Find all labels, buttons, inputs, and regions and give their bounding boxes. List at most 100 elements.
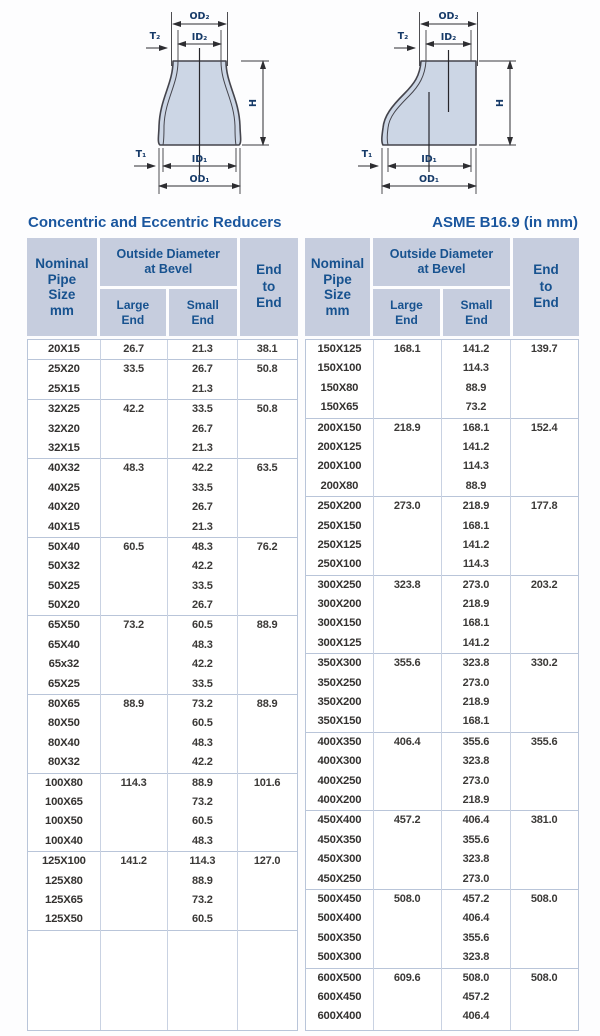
end-to-end-cell: 50.8 bbox=[256, 363, 278, 376]
pipe-size-cell: 65X50 bbox=[48, 619, 80, 632]
large-end-cell bbox=[373, 712, 442, 731]
small-end-cell: 73.2 bbox=[192, 698, 213, 711]
header-small-end: Small End bbox=[168, 289, 237, 336]
large-end-cell: 26.7 bbox=[123, 343, 144, 355]
table-row: 50X32 42.2 bbox=[28, 557, 297, 576]
pipe-size-cell: 20X15 bbox=[48, 343, 80, 355]
column-divider bbox=[372, 340, 374, 1030]
pipe-size-cell: 32X25 bbox=[48, 403, 80, 416]
small-end-cell: 21.3 bbox=[192, 441, 213, 454]
small-end-cell: 218.9 bbox=[462, 793, 490, 806]
header-small-end: Small End bbox=[443, 289, 510, 336]
small-end-cell: 60.5 bbox=[192, 913, 213, 926]
pipe-size-cell: 600X500 bbox=[317, 971, 362, 984]
large-end-cell bbox=[373, 772, 442, 791]
pipe-size-cell: 40X20 bbox=[48, 501, 80, 514]
small-end-cell: 42.2 bbox=[192, 756, 213, 769]
table-row: 400X350 406.4 355.6 355.6 bbox=[306, 733, 578, 752]
small-end-cell: 114.3 bbox=[462, 460, 489, 473]
end-to-end-cell bbox=[510, 752, 578, 771]
table-row: 200X80 88.9 bbox=[306, 477, 578, 496]
large-end-cell bbox=[373, 398, 442, 417]
small-end-cell: 48.3 bbox=[192, 834, 213, 847]
end-to-end-cell bbox=[510, 988, 578, 1007]
large-end-cell bbox=[100, 675, 168, 694]
small-end-cell: 42.2 bbox=[192, 560, 213, 573]
table-row: 80X32 42.2 bbox=[28, 753, 297, 772]
row-group: 125X100 141.2 114.3 127.0 125X80 88.9 125X65 73… bbox=[28, 852, 297, 931]
t1-label: T₁ bbox=[362, 149, 373, 160]
large-end-cell bbox=[100, 557, 168, 576]
large-end-cell bbox=[100, 655, 168, 674]
end-to-end-cell: 355.6 bbox=[530, 735, 558, 748]
table-header: Nominal Pipe Size mm Outside Diameter at… bbox=[305, 238, 579, 336]
pipe-size-cell: 250X200 bbox=[317, 500, 362, 513]
pipe-size-cell: 350X150 bbox=[317, 715, 362, 728]
end-to-end-cell bbox=[237, 793, 297, 812]
small-end-cell: 88.9 bbox=[465, 479, 487, 492]
end-to-end-cell bbox=[510, 712, 578, 731]
pipe-size-cell: 350X300 bbox=[317, 657, 362, 670]
table-row: 200X150 218.9 168.1 152.4 bbox=[306, 419, 578, 438]
large-end-cell bbox=[373, 831, 442, 850]
small-end-cell: 273.0 bbox=[462, 676, 490, 689]
large-end-cell bbox=[100, 872, 168, 891]
small-end-cell: 88.9 bbox=[192, 776, 213, 789]
row-group: 32X25 42.2 33.5 50.8 32X20 26.7 32X15 21.3 bbox=[28, 400, 297, 460]
large-end-cell: 60.5 bbox=[123, 540, 144, 553]
end-to-end-cell bbox=[237, 753, 297, 772]
row-group bbox=[28, 931, 297, 1030]
large-end-cell bbox=[373, 988, 442, 1007]
table-row: 250X125 141.2 bbox=[306, 536, 578, 555]
id2-label: ID₂ bbox=[192, 32, 208, 43]
large-end-cell bbox=[100, 891, 168, 910]
id1-label: ID₁ bbox=[421, 154, 437, 165]
small-end-cell: 21.3 bbox=[192, 343, 213, 355]
pipe-size-cell: 400X250 bbox=[317, 774, 362, 787]
pipe-size-cell: 50X20 bbox=[48, 599, 80, 612]
reducer-diagrams: OD₂ ID₂ T₂ H T₁ ID₁ OD₁ bbox=[0, 0, 600, 206]
table-row: 500X400 406.4 bbox=[306, 909, 578, 928]
table-row: 300X250 323.8 273.0 203.2 bbox=[306, 576, 578, 595]
header-end-to-end: End to End bbox=[239, 238, 298, 336]
table-row: 450X250 273.0 bbox=[306, 870, 578, 889]
large-end-cell bbox=[373, 850, 442, 869]
small-end-cell: 73.2 bbox=[192, 795, 213, 808]
large-end-cell bbox=[373, 555, 442, 574]
end-to-end-cell bbox=[510, 595, 578, 614]
pipe-size-cell: 150X125 bbox=[317, 343, 362, 355]
table-row: 250X100 114.3 bbox=[306, 555, 578, 574]
large-end-cell bbox=[100, 734, 168, 753]
pipe-size-cell: 50X40 bbox=[48, 540, 80, 553]
table-row: 20X15 26.7 21.3 38.1 bbox=[28, 340, 297, 359]
end-to-end-cell bbox=[237, 420, 297, 439]
end-to-end-cell bbox=[237, 498, 297, 517]
row-group: 600X500 609.6 508.0 508.0 600X450 457.2 600X40… bbox=[306, 969, 578, 1031]
table-row: 450X400 457.2 406.4 381.0 bbox=[306, 811, 578, 830]
large-end-cell: 406.4 bbox=[393, 735, 421, 748]
table-row: 150X65 73.2 bbox=[306, 398, 578, 417]
table-row: 50X25 33.5 bbox=[28, 577, 297, 596]
table-body-right: 150X125 168.1 141.2 139.7 150X100 114.3 150X80… bbox=[305, 339, 579, 1031]
table-row: 65X50 73.2 60.5 88.9 bbox=[28, 616, 297, 635]
end-to-end-cell bbox=[237, 872, 297, 891]
end-to-end-cell bbox=[237, 636, 297, 655]
small-end-cell: 355.6 bbox=[462, 833, 490, 846]
table-body-left: 20X15 26.7 21.3 38.1 25X20 33.5 26.7 50.8 25X15 2… bbox=[27, 339, 298, 1031]
small-end-cell: 73.2 bbox=[192, 893, 213, 906]
table-row: 100X65 73.2 bbox=[28, 793, 297, 812]
large-end-cell bbox=[373, 614, 442, 633]
row-group: 400X350 406.4 355.6 355.6 400X300 323.8 400X25… bbox=[306, 733, 578, 812]
small-end-cell: 406.4 bbox=[462, 912, 490, 925]
small-end-cell: 508.0 bbox=[462, 971, 490, 984]
large-end-cell bbox=[373, 379, 442, 398]
large-end-cell bbox=[373, 674, 442, 693]
small-end-cell: 457.2 bbox=[462, 892, 490, 905]
end-to-end-cell bbox=[510, 457, 578, 476]
small-end-cell: 48.3 bbox=[192, 540, 213, 553]
end-to-end-cell bbox=[237, 557, 297, 576]
end-to-end-cell: 508.0 bbox=[530, 892, 558, 905]
end-to-end-cell: 63.5 bbox=[256, 462, 278, 475]
pipe-size-cell: 500X400 bbox=[317, 912, 362, 925]
reducer-table-right: Nominal Pipe Size mm Outside Diameter at… bbox=[305, 238, 579, 1031]
